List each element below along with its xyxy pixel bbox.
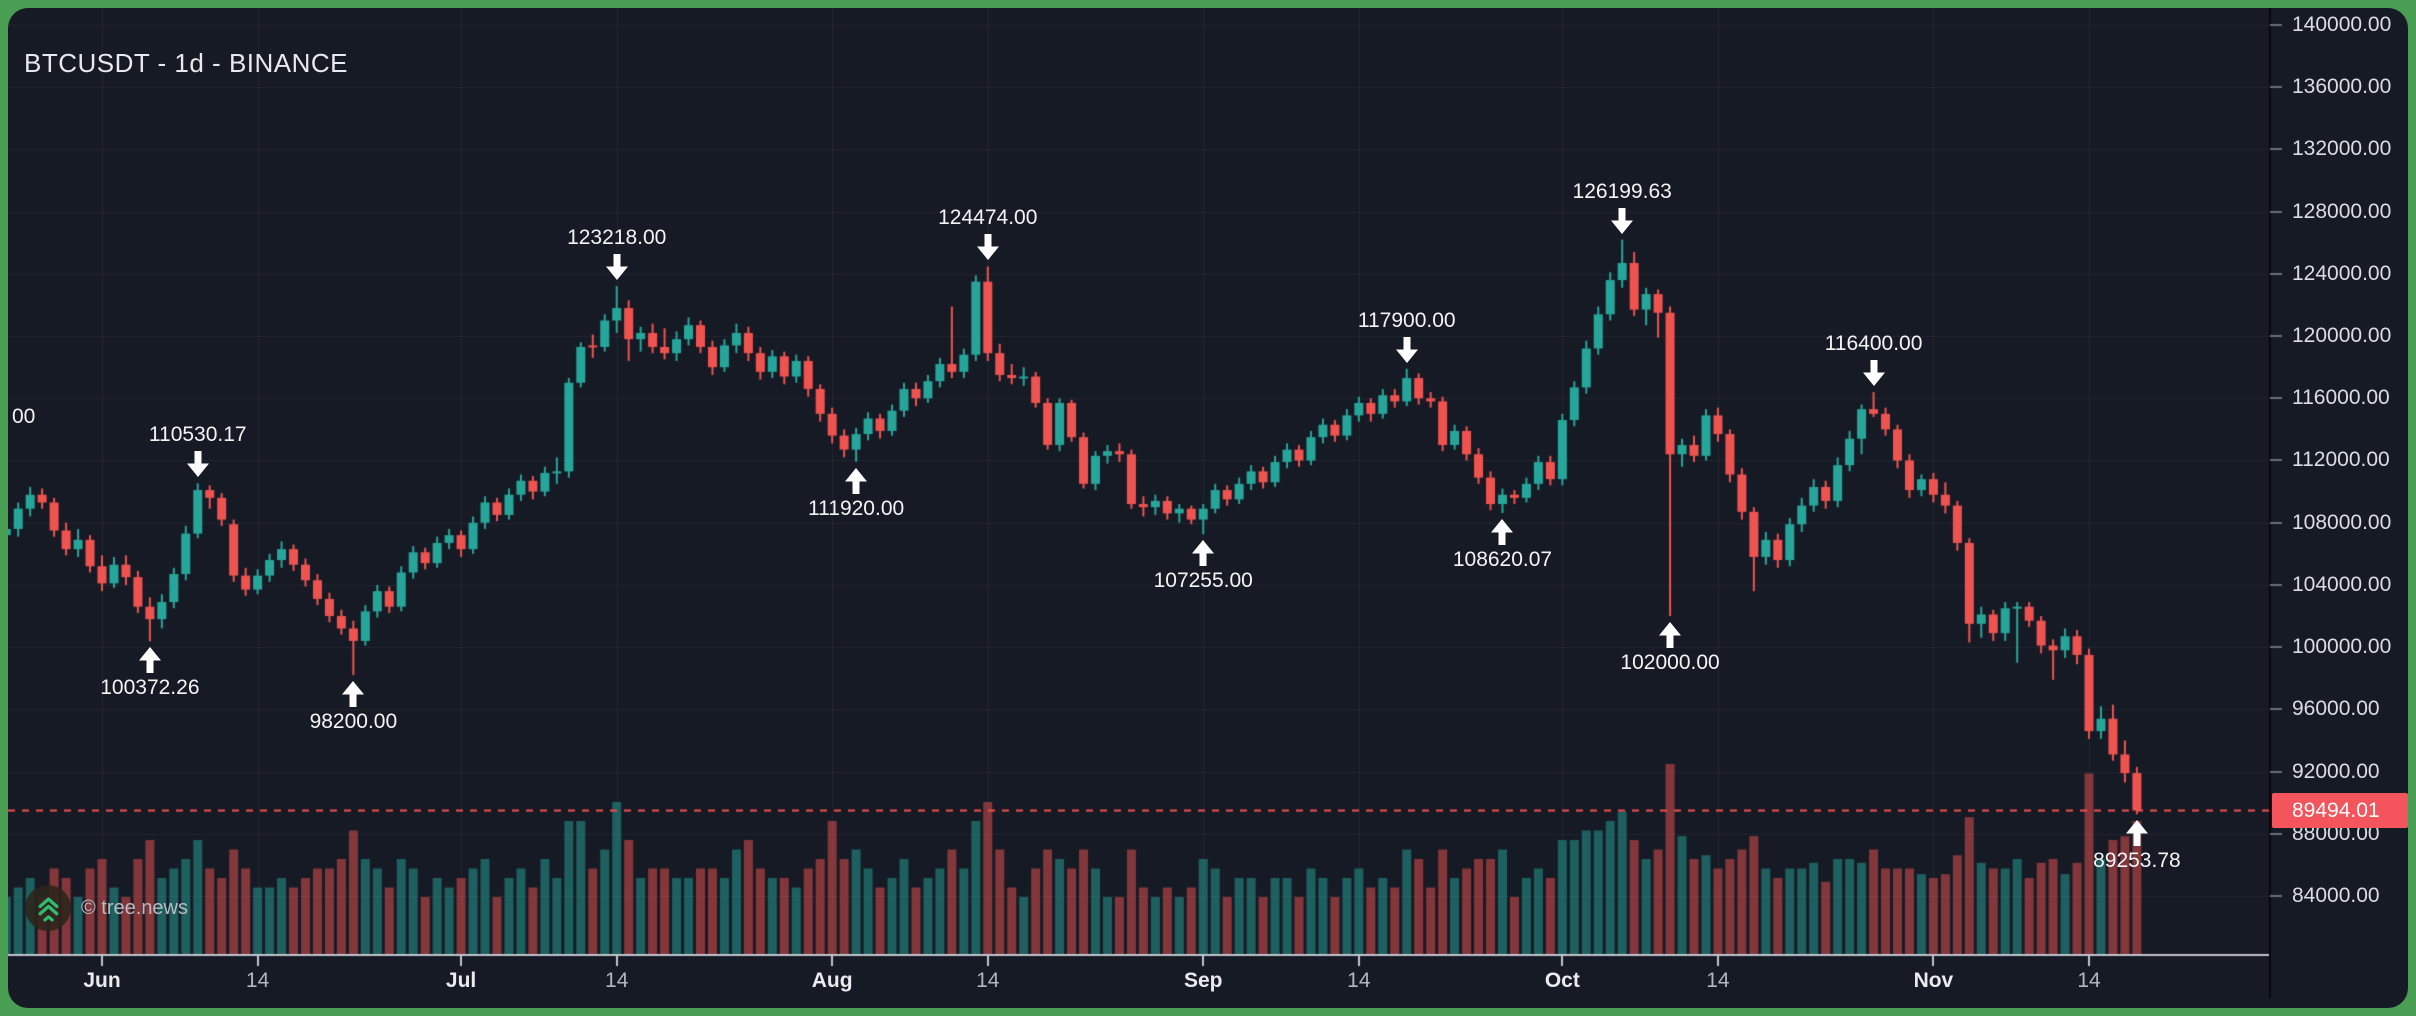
price-axis-label: 84000.00: [2292, 883, 2380, 907]
tree-news-logo[interactable]: [25, 885, 71, 931]
date-axis-label: 14: [605, 969, 629, 992]
price-axis-label: 116000.00: [2292, 386, 2390, 410]
price-axis-label: 132000.00: [2292, 137, 2392, 161]
chart-title: BTCUSDT - 1d - BINANCE: [24, 48, 349, 78]
price-axis-label: 104000.00: [2292, 572, 2392, 596]
candlestick-chart-canvas[interactable]: [8, 8, 2408, 1008]
annotation-price-label: 108620.07: [1452, 548, 1553, 572]
annotation-price-label: 110530.17: [148, 423, 247, 447]
arrow-down-icon: [186, 451, 209, 478]
date-axis-label: Sep: [1183, 969, 1223, 992]
annotation-arrow-down: [186, 451, 210, 478]
arrow-up-icon: [342, 681, 365, 708]
arrow-up-icon: [1192, 540, 1215, 567]
annotation-arrow-up: [138, 647, 162, 674]
annotation-price-label: 100372.26: [100, 676, 200, 700]
arrow-up-icon: [1659, 622, 1682, 649]
date-axis-label: 14: [245, 969, 270, 992]
clipped-annotation-label: 00: [12, 405, 36, 428]
arrow-down-icon: [1611, 207, 1634, 234]
annotation-arrow-up: [1490, 519, 1514, 546]
price-axis-label: 124000.00: [2292, 261, 2392, 285]
price-axis-label: 96000.00: [2292, 697, 2380, 721]
arrow-up-icon: [845, 467, 868, 494]
annotation-arrow-up: [1658, 622, 1682, 649]
watermark-label[interactable]: © tree.news: [81, 896, 189, 919]
current-price-value: 89494.01: [2292, 798, 2380, 822]
double-chevron-up-icon: [38, 896, 58, 921]
arrow-down-icon: [976, 234, 999, 261]
arrow-up-icon: [2125, 820, 2148, 847]
annotation-arrow-down: [976, 234, 1000, 261]
annotation-price-label: 117900.00: [1357, 308, 1456, 332]
price-axis-label: 136000.00: [2292, 75, 2392, 99]
date-axis-label: Nov: [1913, 969, 1954, 992]
price-axis-label: 112000.00: [2292, 448, 2390, 472]
annotation-arrow-up: [2125, 820, 2149, 847]
arrow-down-icon: [605, 254, 628, 281]
arrow-up-icon: [138, 647, 161, 674]
annotation-price-label: 116400.00: [1824, 332, 1923, 356]
price-axis-label: 120000.00: [2292, 324, 2392, 348]
annotation-arrow-up: [341, 681, 365, 708]
annotation-arrow-down: [1862, 360, 1886, 387]
annotation-arrow-down: [605, 254, 629, 281]
annotation-price-label: 123218.00: [567, 226, 667, 250]
date-axis-label: 14: [1347, 969, 1371, 992]
annotation-price-label: 98200.00: [309, 710, 398, 734]
date-axis-label: Jul: [445, 969, 477, 992]
annotation-price-label: 102000.00: [1620, 651, 1720, 675]
annotation-price-label: 126199.63: [1572, 179, 1672, 203]
date-axis-label: Aug: [811, 969, 853, 992]
current-price-tag: 89494.01: [2272, 793, 2408, 829]
annotation-arrow-down: [1610, 207, 1634, 234]
annotation-price-label: 111920.00: [808, 496, 905, 520]
price-axis-label: 128000.00: [2292, 199, 2392, 223]
date-axis-label: 14: [1706, 969, 1730, 992]
arrow-down-icon: [1862, 360, 1885, 387]
annotation-arrow-up: [844, 467, 868, 494]
price-axis-label: 100000.00: [2292, 635, 2392, 659]
date-axis-label: Jun: [83, 969, 121, 992]
date-axis-label: 14: [2077, 969, 2101, 992]
annotation-price-label: 89253.78: [2093, 849, 2181, 873]
annotation-arrow-down: [1395, 336, 1419, 363]
watermark-tree-news[interactable]: © tree.news: [25, 885, 188, 931]
date-axis-label: Oct: [1544, 969, 1580, 992]
annotation-price-label: 107255.00: [1153, 569, 1253, 593]
date-axis-label: 14: [976, 969, 1000, 992]
price-axis-label: 92000.00: [2292, 759, 2380, 783]
chart-window: BTCUSDT - 1d - BINANCE 140000.00 136000.0…: [8, 8, 2408, 1008]
price-axis-label: 140000.00: [2292, 13, 2392, 36]
annotation-price-label: 124474.00: [938, 206, 1038, 230]
annotation-arrow-up: [1191, 540, 1215, 567]
arrow-down-icon: [1395, 336, 1418, 363]
price-axis-label: 108000.00: [2292, 510, 2392, 534]
arrow-up-icon: [1491, 519, 1514, 546]
